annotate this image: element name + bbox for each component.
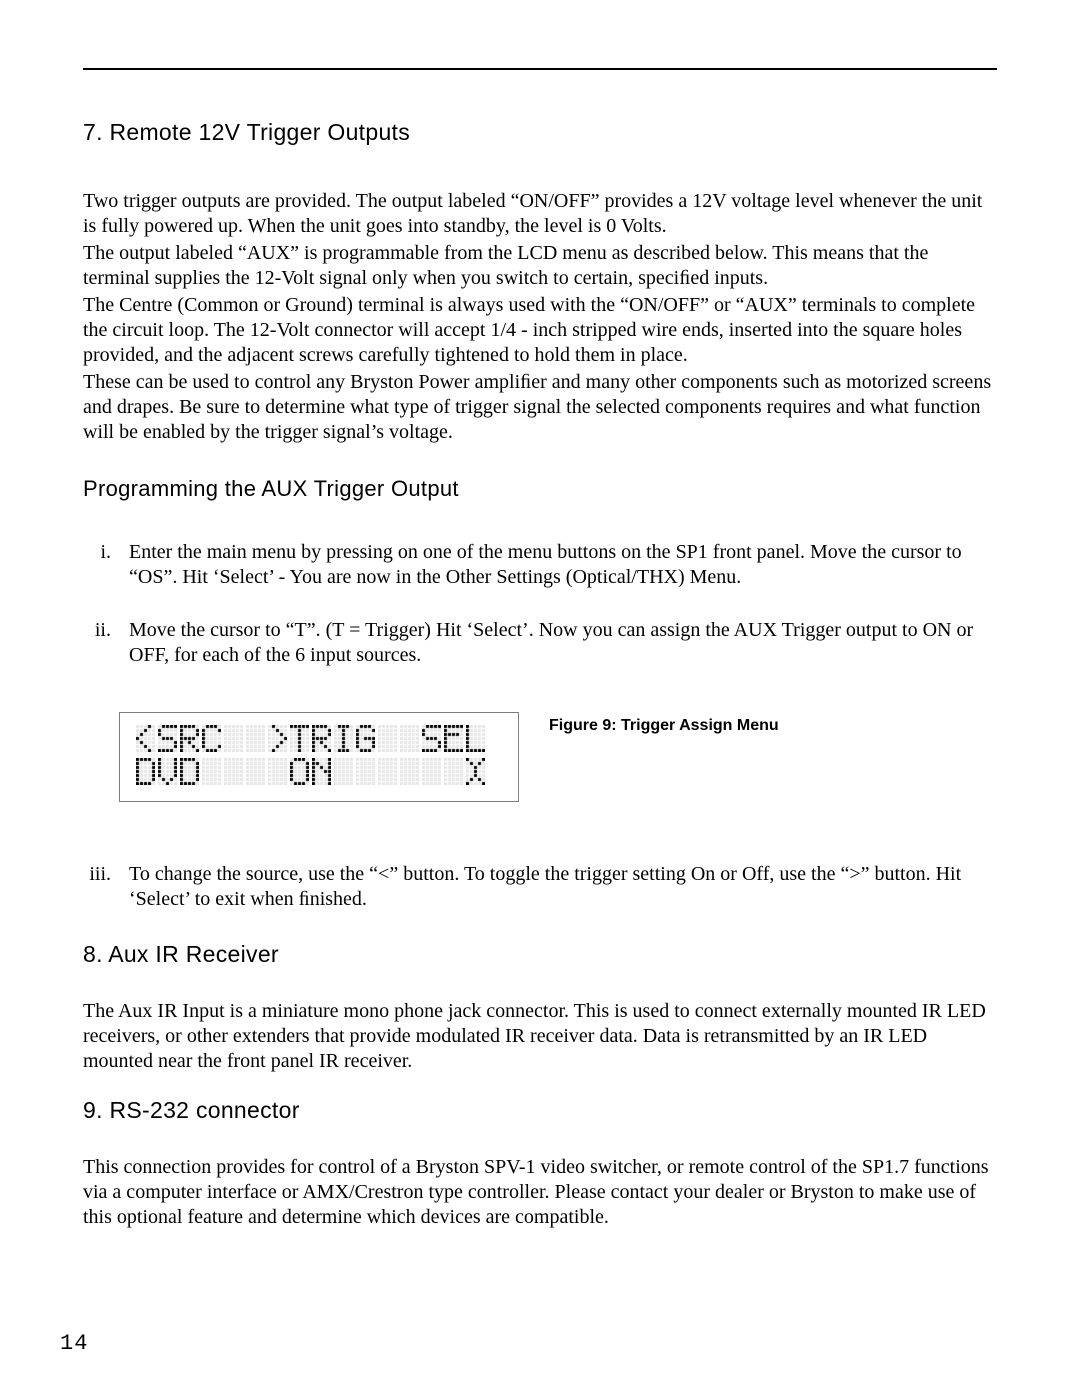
step-iii: iii. To change the source, use the “<” b… bbox=[83, 862, 997, 912]
lcd-char bbox=[334, 725, 353, 752]
lcd-char bbox=[312, 758, 331, 785]
lcd-char bbox=[444, 758, 463, 785]
page-number: 14 bbox=[60, 1330, 88, 1358]
top-rule bbox=[83, 68, 997, 70]
lcd-char bbox=[180, 725, 199, 752]
lcd-char bbox=[202, 725, 221, 752]
lcd-char bbox=[444, 725, 463, 752]
section-9-title: 9. RS-232 connector bbox=[83, 1096, 997, 1125]
step-ii: ii. Move the cursor to “T”. (T = Trigger… bbox=[83, 618, 997, 668]
lcd-char bbox=[246, 725, 265, 752]
s7-p1: Two trigger outputs are provided. The ou… bbox=[83, 189, 997, 239]
lcd-char bbox=[268, 725, 287, 752]
lcd-char bbox=[136, 725, 155, 752]
lcd-char bbox=[158, 725, 177, 752]
lcd-char bbox=[290, 758, 309, 785]
lcd-char bbox=[400, 758, 419, 785]
figure-9-caption: Figure 9: Trigger Assign Menu bbox=[549, 716, 779, 736]
step-i: i. Enter the main menu by pressing on on… bbox=[83, 540, 997, 590]
aux-trigger-steps-cont: iii. To change the source, use the “<” b… bbox=[83, 862, 997, 912]
s7-p2: The output labeled “AUX” is programmable… bbox=[83, 241, 997, 291]
s7-p4: These can be used to control any Bryston… bbox=[83, 370, 997, 445]
lcd-char bbox=[180, 758, 199, 785]
lcd-char bbox=[312, 725, 331, 752]
lcd-char bbox=[268, 758, 287, 785]
lcd-char bbox=[136, 758, 155, 785]
lcd-display bbox=[119, 712, 519, 802]
lcd-line-1 bbox=[136, 725, 502, 752]
s9-p1: This connection provides for control of … bbox=[83, 1155, 997, 1230]
lcd-char bbox=[202, 758, 221, 785]
lcd-char bbox=[422, 758, 441, 785]
s7-p3: The Centre (Common or Ground) terminal i… bbox=[83, 293, 997, 368]
lcd-char bbox=[378, 758, 397, 785]
figure-9-row: Figure 9: Trigger Assign Menu bbox=[119, 712, 997, 802]
section-7-body: Two trigger outputs are provided. The ou… bbox=[83, 189, 997, 445]
step-iii-text: To change the source, use the “<” button… bbox=[129, 862, 997, 912]
lcd-char bbox=[356, 725, 375, 752]
aux-trigger-steps: i. Enter the main menu by pressing on on… bbox=[83, 540, 997, 668]
lcd-char bbox=[400, 725, 419, 752]
lcd-char bbox=[378, 725, 397, 752]
lcd-char bbox=[224, 725, 243, 752]
lcd-char bbox=[334, 758, 353, 785]
step-i-num: i. bbox=[83, 540, 111, 590]
lcd-char bbox=[466, 758, 485, 785]
section-7-subtitle: Programming the AUX Trigger Output bbox=[83, 475, 997, 503]
lcd-char bbox=[224, 758, 243, 785]
lcd-char bbox=[356, 758, 375, 785]
lcd-line-2 bbox=[136, 758, 502, 785]
s8-p1: The Aux IR Input is a miniature mono pho… bbox=[83, 999, 997, 1074]
step-ii-num: ii. bbox=[83, 618, 111, 668]
lcd-char bbox=[466, 725, 485, 752]
section-8-title: 8. Aux IR Receiver bbox=[83, 940, 997, 969]
step-i-text: Enter the main menu by pressing on one o… bbox=[129, 540, 997, 590]
lcd-char bbox=[246, 758, 265, 785]
step-iii-num: iii. bbox=[83, 862, 111, 912]
lcd-char bbox=[290, 725, 309, 752]
lcd-char bbox=[422, 725, 441, 752]
step-ii-text: Move the cursor to “T”. (T = Trigger) Hi… bbox=[129, 618, 997, 668]
section-7-title: 7. Remote 12V Trigger Outputs bbox=[83, 118, 997, 147]
lcd-char bbox=[158, 758, 177, 785]
